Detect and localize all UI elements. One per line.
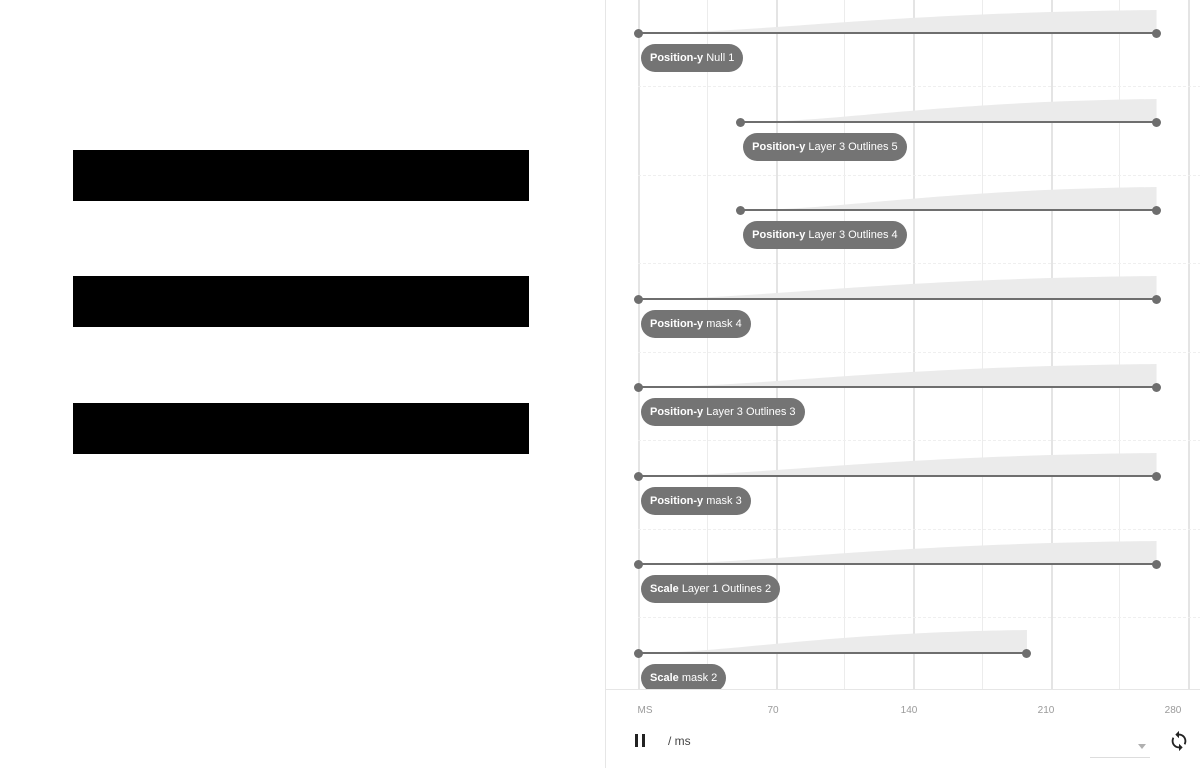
- hamburger-bar-top: [73, 150, 529, 201]
- keyframe-range-line: [638, 298, 1157, 300]
- grid-line: [1119, 0, 1120, 689]
- track-label[interactable]: Scale Layer 1 Outlines 2: [641, 575, 781, 603]
- timeline-track[interactable]: Position-y Layer 3 Outlines 4: [606, 176, 1200, 264]
- easing-curve: [638, 541, 1157, 564]
- track-separator: [638, 175, 1200, 176]
- keyframe-range-line: [740, 121, 1157, 123]
- grid-line: [982, 0, 983, 689]
- keyframe-start-handle[interactable]: [633, 648, 643, 658]
- timeline-track[interactable]: Scale mask 2: [606, 619, 1200, 689]
- track-property: Position-y: [752, 141, 806, 153]
- track-property: Position-y: [650, 406, 704, 418]
- grid-line: [776, 0, 778, 689]
- animation-preview: [73, 150, 529, 454]
- track-label[interactable]: Position-y Layer 3 Outlines 3: [641, 398, 805, 426]
- track-layer-name: Layer 1 Outlines 2: [681, 583, 772, 595]
- track-label[interactable]: Position-y Layer 3 Outlines 5: [743, 133, 907, 161]
- track-layer-name: mask 4: [706, 318, 742, 330]
- track-label[interactable]: Position-y Layer 3 Outlines 4: [743, 221, 907, 249]
- track-separator: [638, 352, 1200, 353]
- grid-line: [1051, 0, 1053, 689]
- timeline-track[interactable]: Position-y mask 4: [606, 265, 1200, 353]
- axis-tick-280: 280: [1164, 705, 1182, 716]
- animation-timeline-panel: Position-y Null 1 Position-y Layer 3 Outl…: [605, 0, 1200, 768]
- track-separator: [638, 440, 1200, 441]
- keyframe-end-handle[interactable]: [1152, 117, 1162, 127]
- track-separator: [638, 86, 1200, 87]
- track-property: Position-y: [752, 229, 806, 241]
- timeline-track[interactable]: Position-y Layer 3 Outlines 3: [606, 353, 1200, 441]
- track-label[interactable]: Position-y mask 3: [641, 487, 751, 515]
- track-layer-name: Layer 3 Outlines 5: [808, 141, 898, 153]
- timeline-tracks[interactable]: Position-y Null 1 Position-y Layer 3 Outl…: [606, 0, 1200, 689]
- keyframe-end-handle[interactable]: [1152, 382, 1162, 392]
- hamburger-bar-middle: [73, 276, 529, 327]
- keyframe-range-line: [638, 386, 1157, 388]
- track-separator: [638, 263, 1200, 264]
- keyframe-start-handle[interactable]: [633, 294, 643, 304]
- keyframe-start-handle[interactable]: [633, 382, 643, 392]
- grid-line: [844, 0, 845, 689]
- easing-curve: [740, 99, 1157, 122]
- track-property: Scale: [650, 672, 679, 684]
- track-property: Position-y: [650, 52, 704, 64]
- timeline-track[interactable]: Position-y Layer 3 Outlines 5: [606, 88, 1200, 176]
- easing-curve: [638, 453, 1157, 476]
- keyframe-end-handle[interactable]: [1152, 28, 1162, 38]
- keyframe-end-handle[interactable]: [1152, 559, 1162, 569]
- track-separator: [638, 529, 1200, 530]
- keyframe-start-handle[interactable]: [633, 559, 643, 569]
- keyframe-start-handle[interactable]: [633, 471, 643, 481]
- keyframe-range-line: [638, 652, 1027, 654]
- keyframe-start-handle[interactable]: [735, 117, 745, 127]
- track-layer-name: Layer 3 Outlines 3: [706, 406, 796, 418]
- easing-curve: [638, 364, 1157, 387]
- axis-tick-70: 70: [767, 705, 779, 716]
- track-property: Scale: [650, 583, 679, 595]
- keyframe-end-handle[interactable]: [1022, 648, 1032, 658]
- keyframe-end-handle[interactable]: [1152, 471, 1162, 481]
- time-axis: [606, 689, 1200, 690]
- grid-line: [1188, 0, 1190, 689]
- track-property: Position-y: [650, 318, 704, 330]
- hamburger-bar-bottom: [73, 403, 529, 454]
- track-separator: [638, 617, 1200, 618]
- easing-curve: [638, 276, 1157, 299]
- axis-tick-140: 140: [900, 705, 918, 716]
- easing-curve: [638, 10, 1157, 33]
- keyframe-range-line: [740, 209, 1157, 211]
- playback-controls: / ms: [606, 725, 1200, 768]
- keyframe-start-handle[interactable]: [633, 28, 643, 38]
- timeline-track[interactable]: Position-y mask 3: [606, 442, 1200, 530]
- chevron-down-icon: [1138, 744, 1146, 749]
- track-label[interactable]: Position-y Null 1: [641, 44, 744, 72]
- track-layer-name: Layer 3 Outlines 4: [808, 229, 898, 241]
- easing-curve: [740, 187, 1157, 210]
- track-layer-name: mask 2: [681, 672, 718, 684]
- track-layer-name: mask 3: [706, 495, 742, 507]
- keyframe-end-handle[interactable]: [1152, 205, 1162, 215]
- keyframe-end-handle[interactable]: [1152, 294, 1162, 304]
- track-layer-name: Null 1: [706, 52, 735, 64]
- keyframe-range-line: [638, 475, 1157, 477]
- track-property: Position-y: [650, 495, 704, 507]
- keyframe-start-handle[interactable]: [735, 205, 745, 215]
- axis-tick-210: 210: [1037, 705, 1055, 716]
- easing-curve: [638, 630, 1027, 653]
- track-label[interactable]: Scale mask 2: [641, 664, 727, 689]
- timeline-track[interactable]: Position-y Null 1: [606, 0, 1200, 87]
- keyframe-range-line: [638, 563, 1157, 565]
- speed-select[interactable]: [1090, 737, 1150, 758]
- speed-unit-text: / ms: [668, 734, 691, 748]
- pause-icon[interactable]: [633, 732, 649, 748]
- grid-line: [913, 0, 915, 689]
- track-label[interactable]: Position-y mask 4: [641, 310, 751, 338]
- replay-icon[interactable]: [1168, 730, 1190, 752]
- grid-line: [638, 0, 640, 689]
- grid-line: [707, 0, 708, 689]
- keyframe-range-line: [638, 32, 1157, 34]
- axis-unit-label: MS: [637, 705, 653, 716]
- timeline-track[interactable]: Scale Layer 1 Outlines 2: [606, 530, 1200, 618]
